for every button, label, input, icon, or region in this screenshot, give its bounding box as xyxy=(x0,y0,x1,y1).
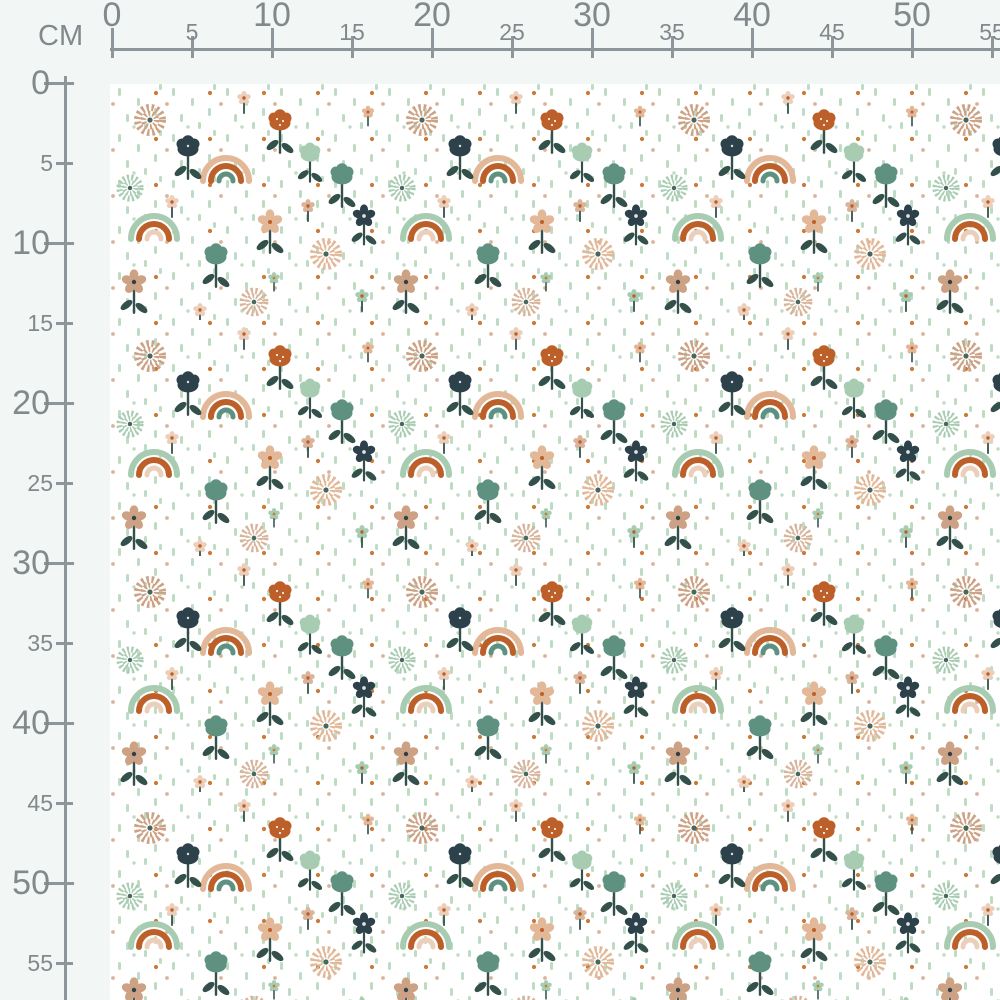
v-ruler-label-15: 15 xyxy=(27,310,53,336)
floral-motif-layer xyxy=(110,84,1000,1000)
v-ruler-label-0: 0 xyxy=(31,64,50,102)
h-ruler-label-20: 20 xyxy=(413,0,451,34)
h-ruler-label-45: 45 xyxy=(819,19,845,45)
v-ruler-label-35: 35 xyxy=(27,630,53,656)
h-ruler-label-40: 40 xyxy=(733,0,771,34)
v-ruler-label-25: 25 xyxy=(27,470,53,496)
v-ruler-tick-40 xyxy=(44,721,74,725)
h-ruler-label-25: 25 xyxy=(499,19,525,45)
v-ruler-tick-25 xyxy=(56,481,73,485)
h-ruler-tick-35 xyxy=(670,36,674,58)
h-ruler-label-50: 50 xyxy=(893,0,931,34)
v-ruler-label-50: 50 xyxy=(12,864,50,902)
v-ruler-tick-10 xyxy=(44,241,74,245)
v-ruler-label-10: 10 xyxy=(12,224,50,262)
floral-pattern-svg xyxy=(110,84,1000,1000)
h-ruler-tick-50 xyxy=(910,28,914,58)
h-ruler-tick-0 xyxy=(110,28,114,58)
v-ruler-tick-5 xyxy=(56,161,73,165)
h-ruler-label-10: 10 xyxy=(253,0,291,34)
h-ruler-label-55: 55 xyxy=(979,19,1000,45)
h-ruler-label-35: 35 xyxy=(659,19,685,45)
fabric-swatch xyxy=(110,84,1000,1000)
v-ruler-tick-0 xyxy=(44,81,74,85)
h-ruler-tick-15 xyxy=(350,36,354,58)
h-ruler-label-15: 15 xyxy=(339,19,365,45)
h-ruler-tick-55 xyxy=(990,36,994,58)
v-ruler-tick-30 xyxy=(44,561,74,565)
v-ruler-tick-50 xyxy=(44,881,74,885)
v-ruler-tick-35 xyxy=(56,641,73,645)
v-ruler-tick-45 xyxy=(56,801,73,805)
v-ruler-label-40: 40 xyxy=(12,704,50,742)
h-ruler-tick-20 xyxy=(430,28,434,58)
v-ruler-tick-55 xyxy=(56,961,73,965)
v-ruler-tick-20 xyxy=(44,401,74,405)
ruler-unit-label: CM xyxy=(38,20,84,52)
v-ruler-label-55: 55 xyxy=(27,950,53,976)
v-ruler-label-45: 45 xyxy=(27,790,53,816)
h-ruler-tick-30 xyxy=(590,28,594,58)
v-ruler-label-30: 30 xyxy=(12,544,50,582)
h-ruler-tick-45 xyxy=(830,36,834,58)
v-ruler-tick-15 xyxy=(56,321,73,325)
v-ruler-label-5: 5 xyxy=(40,150,53,176)
h-ruler-label-5: 5 xyxy=(185,19,199,45)
h-ruler-tick-40 xyxy=(750,28,754,58)
h-ruler-tick-10 xyxy=(270,28,274,58)
horizontal-ruler-line xyxy=(110,48,1000,51)
h-ruler-label-30: 30 xyxy=(573,0,611,34)
h-ruler-label-0: 0 xyxy=(102,0,122,34)
h-ruler-tick-25 xyxy=(510,36,514,58)
h-ruler-tick-5 xyxy=(190,36,194,58)
v-ruler-label-20: 20 xyxy=(12,384,50,422)
vertical-ruler-line xyxy=(64,76,67,1000)
